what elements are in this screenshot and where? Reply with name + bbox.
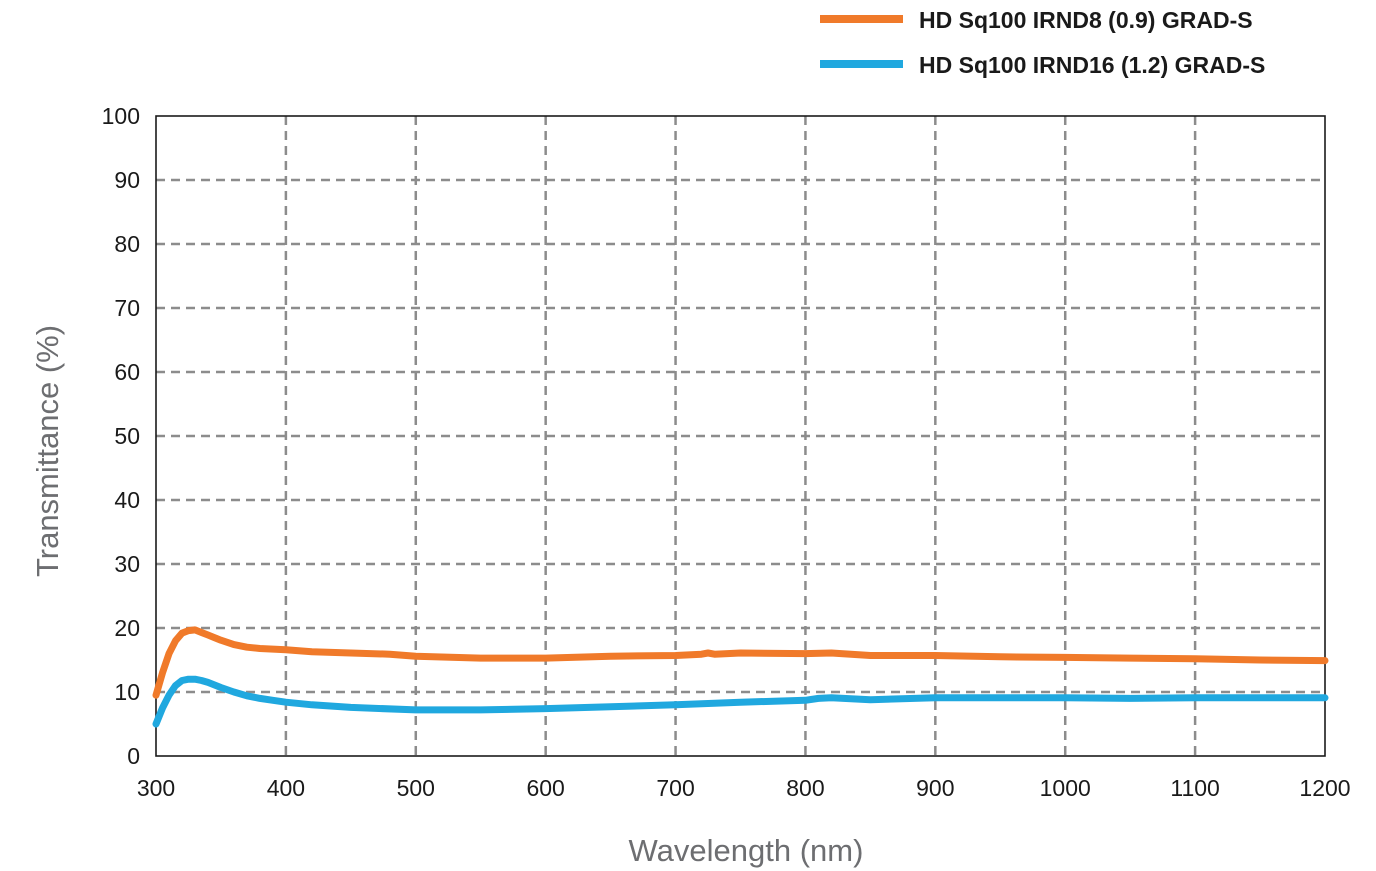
gridlines	[156, 116, 1325, 756]
x-tick-1000: 1000	[1040, 775, 1091, 801]
y-axis-title: Transmittance (%)	[30, 325, 65, 577]
series-layer	[152, 626, 1329, 728]
x-tick-400: 400	[267, 775, 305, 801]
x-axis-title: Wavelength (nm)	[629, 833, 864, 868]
y-tick-0: 0	[127, 743, 140, 769]
y-tick-90: 90	[114, 167, 140, 193]
y-tick-60: 60	[114, 359, 140, 385]
y-tick-30: 30	[114, 551, 140, 577]
y-tick-70: 70	[114, 295, 140, 321]
series-line-irnd16	[152, 675, 1329, 728]
y-tick-labels: 0 10 20 30 40 50 60 70 80 90 100	[102, 103, 140, 769]
legend: HD Sq100 IRND8 (0.9) GRAD-S HD Sq100 IRN…	[820, 7, 1265, 78]
y-tick-100: 100	[102, 103, 140, 129]
x-tick-300: 300	[137, 775, 175, 801]
legend-label-irnd16: HD Sq100 IRND16 (1.2) GRAD-S	[919, 52, 1265, 78]
x-tick-1100: 1100	[1170, 775, 1219, 801]
legend-label-irnd8: HD Sq100 IRND8 (0.9) GRAD-S	[919, 7, 1253, 33]
x-tick-labels: 300 400 500 600 700 800 900 1000 1100 1200	[137, 775, 1351, 801]
y-tick-50: 50	[114, 423, 140, 449]
x-tick-700: 700	[656, 775, 694, 801]
y-tick-80: 80	[114, 231, 140, 257]
x-tick-800: 800	[786, 775, 824, 801]
x-tick-1200: 1200	[1299, 775, 1350, 801]
x-tick-500: 500	[397, 775, 435, 801]
x-tick-600: 600	[526, 775, 564, 801]
plot-frame	[155, 115, 1326, 757]
series-line-irnd8	[152, 626, 1329, 699]
y-tick-40: 40	[114, 487, 140, 513]
x-tick-900: 900	[916, 775, 954, 801]
y-tick-20: 20	[114, 615, 140, 641]
y-tick-10: 10	[114, 679, 140, 705]
